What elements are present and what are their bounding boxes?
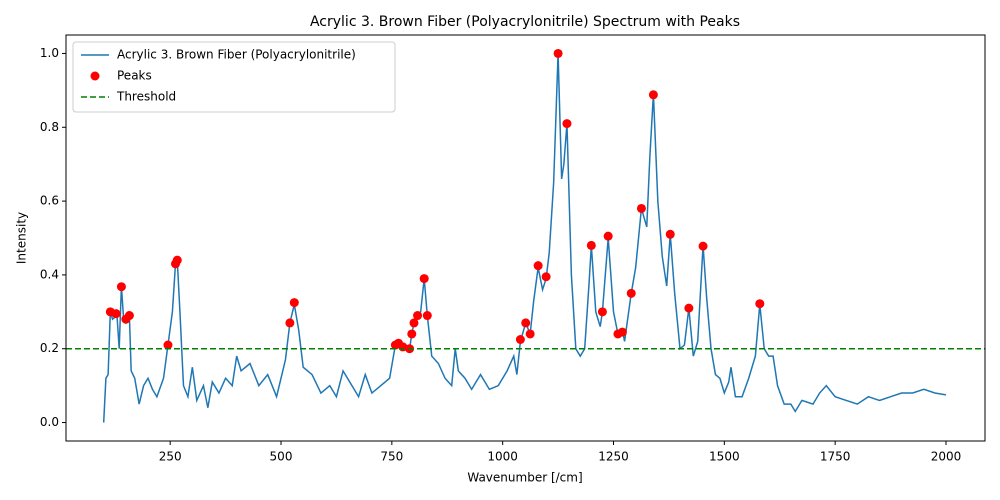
plot-frame [65,34,986,442]
peak-marker [124,311,134,321]
y-tick-label: 0.4 [40,267,59,281]
peak-marker [597,307,607,317]
peak-marker [111,309,121,319]
chart-title: Acrylic 3. Brown Fiber (Polyacrylonitril… [310,14,740,30]
peak-marker [553,48,563,58]
peak-marker [755,299,765,309]
x-axis-label: Wavenumber [/cm] [467,471,582,485]
peak-marker [413,311,423,321]
y-tick-label: 0.2 [40,341,59,355]
legend-label: Threshold [116,90,176,104]
peak-marker [648,90,658,100]
peak-marker [684,303,694,313]
x-tick-label: 1250 [598,450,629,464]
peak-marker [172,255,182,265]
peak-marker [163,340,173,350]
peak-marker [562,119,572,129]
spectrum-line [102,53,947,423]
peak-marker [116,282,126,292]
peak-marker [419,274,429,284]
x-tick-label: 500 [270,450,293,464]
peak-marker [409,318,419,328]
x-tick-label: 750 [380,450,403,464]
peak-marker [515,335,525,344]
peak-marker [289,298,299,308]
peak-marker [626,288,636,298]
y-tick-label: 1.0 [40,46,59,60]
y-tick-label: 0.0 [40,415,59,429]
peak-marker [665,229,675,239]
peak-marker [541,272,551,282]
y-axis-label: Intensity [15,212,29,264]
x-tick-label: 1000 [487,450,518,464]
x-tick-label: 1750 [820,450,851,464]
x-tick-label: 1500 [709,450,740,464]
peak-marker [521,318,531,328]
y-tick-label: 0.8 [40,120,59,134]
peak-marker [422,311,432,321]
peak-marker [285,318,295,328]
y-tick-label: 0.6 [40,194,59,208]
legend-box [72,41,396,113]
peak-marker [603,231,613,241]
peak-marker [407,329,417,339]
peak-marker [586,240,596,250]
legend-label: Peaks [117,69,152,83]
legend-label: Acrylic 3. Brown Fiber (Polyacrylonitril… [117,48,356,62]
peak-marker [525,329,535,339]
x-tick-label: 250 [159,450,182,464]
x-tick-label: 2000 [931,450,962,464]
peak-marker [533,261,543,271]
peak-marker [617,327,627,337]
legend-swatch [90,71,100,81]
peak-marker [698,241,708,251]
peak-marker [636,203,646,213]
